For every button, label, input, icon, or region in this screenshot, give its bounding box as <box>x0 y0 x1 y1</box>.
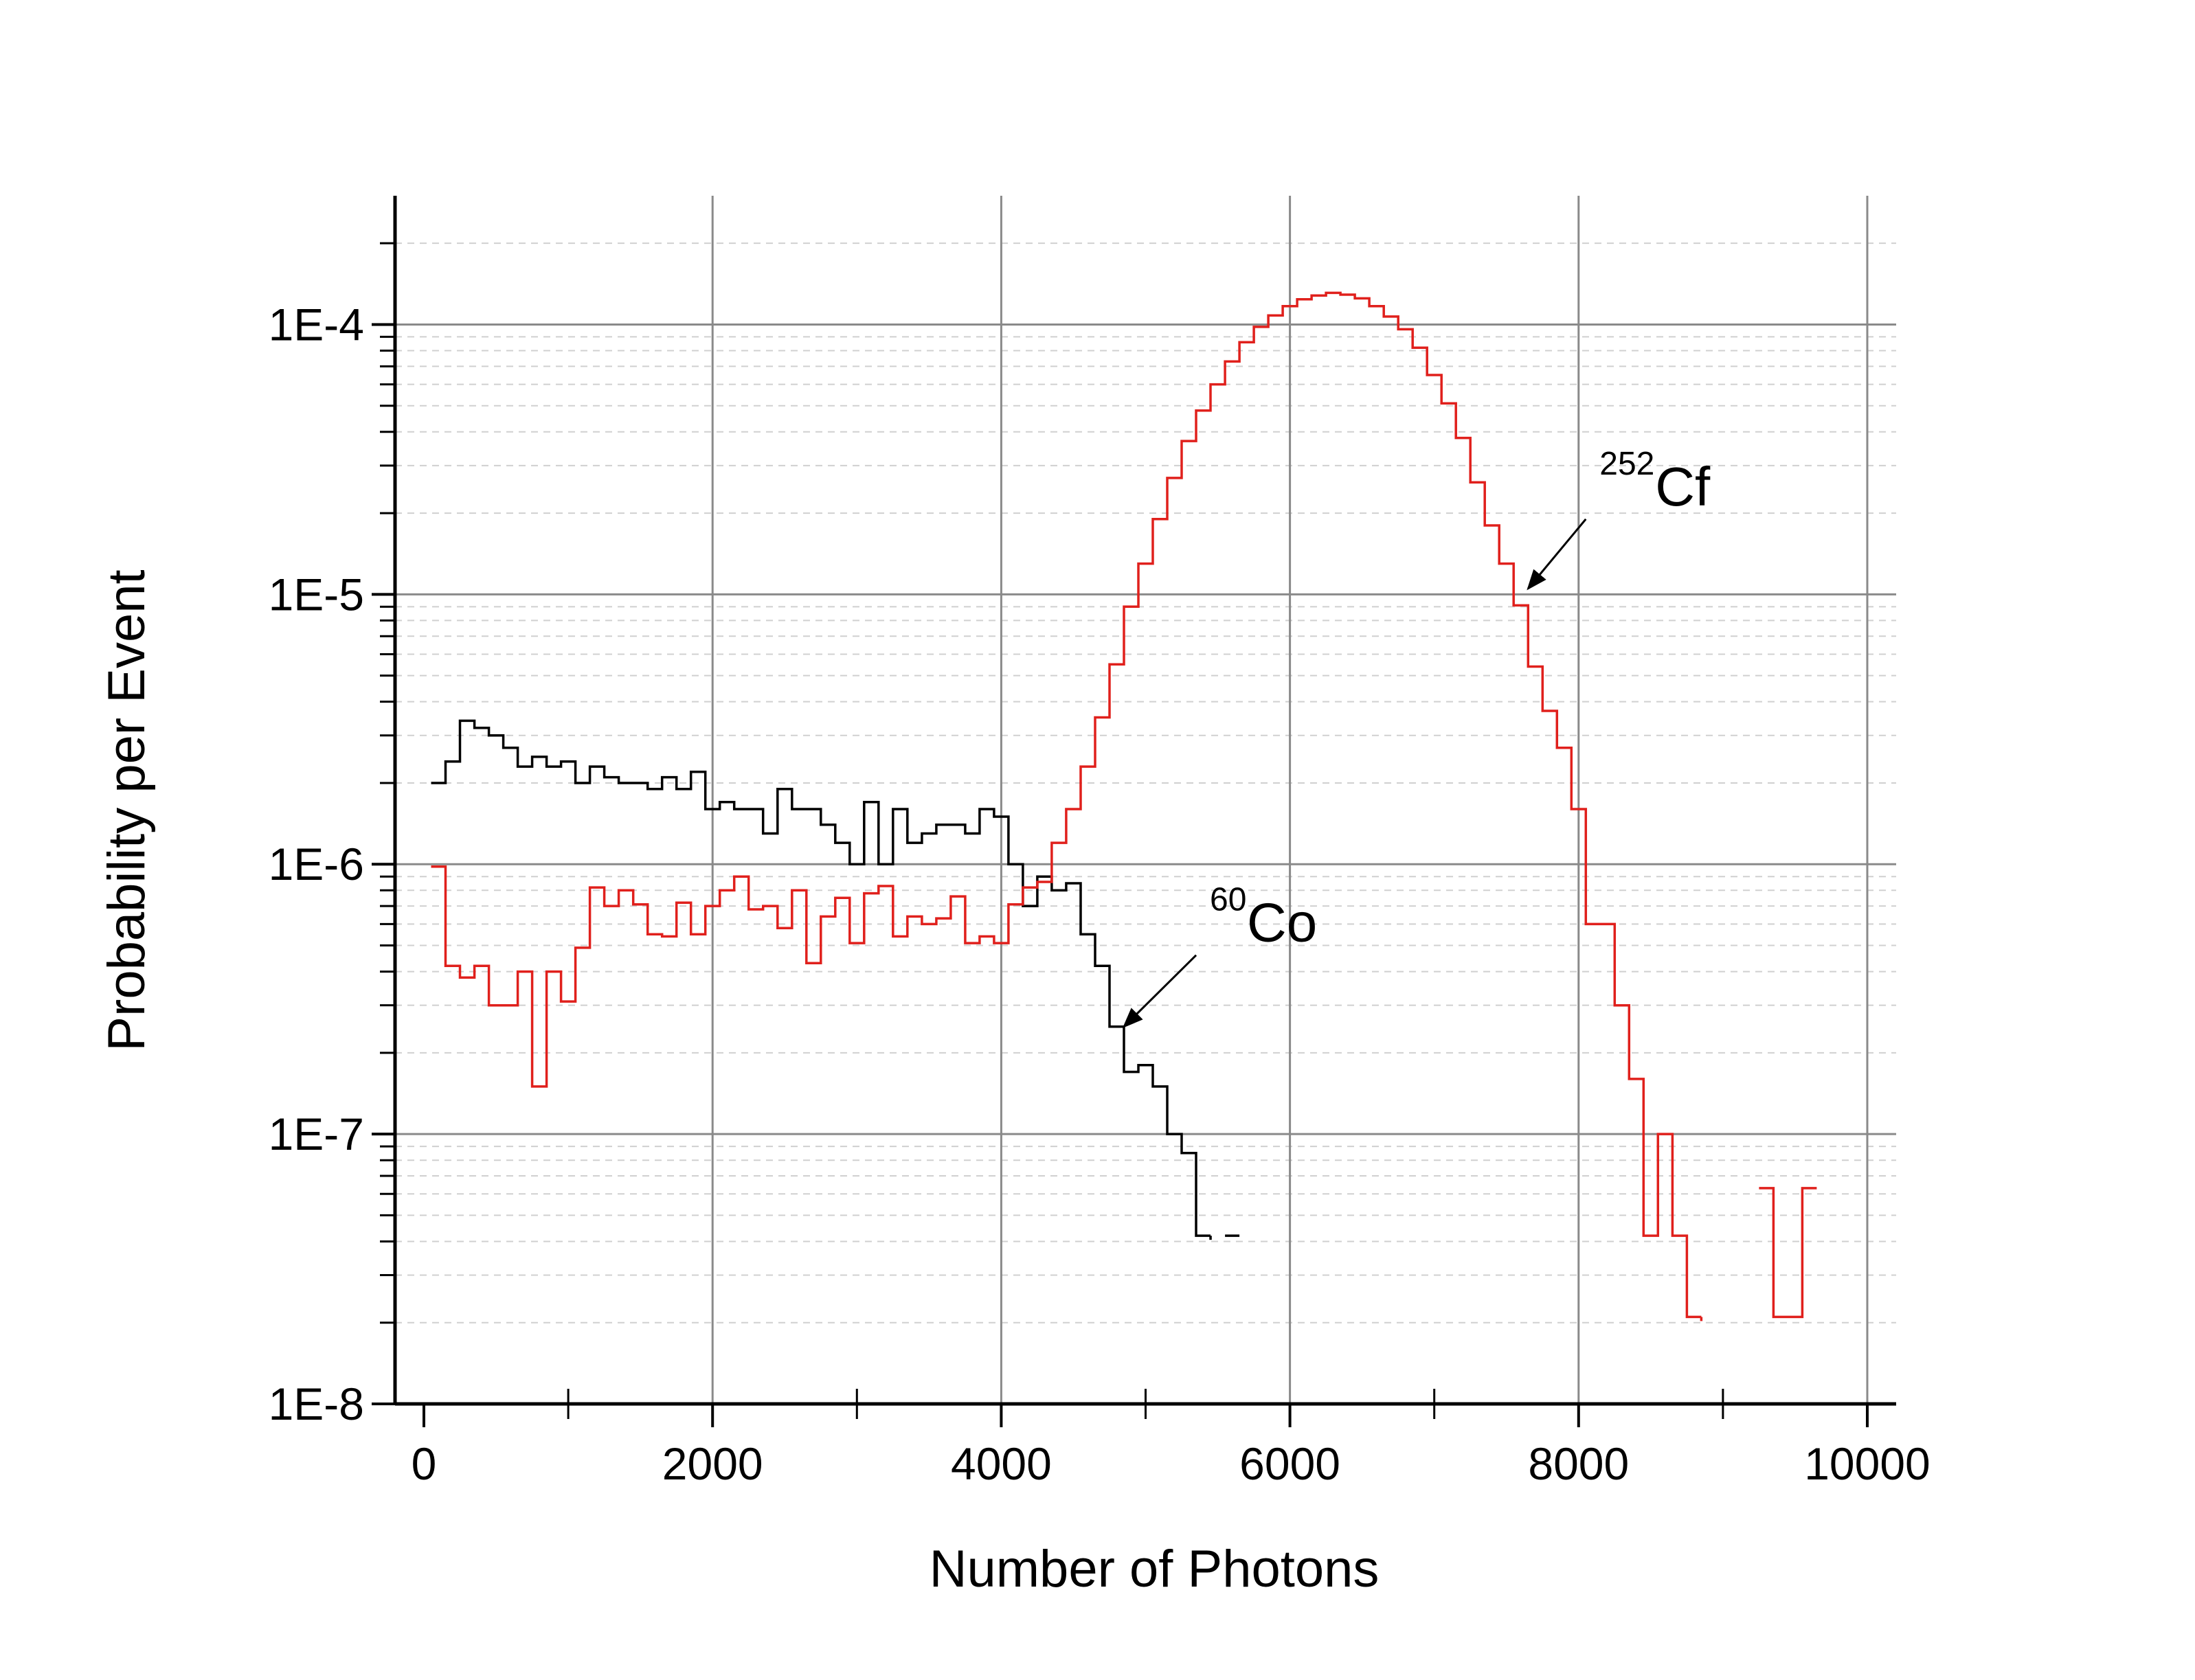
annotation-superscript: 252 <box>1599 446 1654 482</box>
x-tick-label: 4000 <box>951 1438 1052 1489</box>
y-tick-label: 1E-4 <box>269 299 364 350</box>
y-tick-label: 1E-8 <box>269 1378 364 1429</box>
annotation-arrow <box>1527 518 1587 591</box>
series-layer <box>431 291 1817 1321</box>
x-tick-label: 0 <box>412 1438 437 1489</box>
x-axis-title: Number of Photons <box>930 1540 1380 1598</box>
y-tick-label: 1E-5 <box>269 569 364 620</box>
annotation-label: Cf <box>1655 456 1711 517</box>
x-tick-label: 6000 <box>1239 1438 1340 1489</box>
annotations: 252 Cf 60 Co <box>1122 446 1711 1028</box>
x-tick-label: 8000 <box>1528 1438 1629 1489</box>
y-axis-title: Probability per Event <box>98 569 156 1051</box>
ticks: 1E-8 1E-7 1E-6 1E-5 1E-4 0 2000 4000 6000 8000 100… <box>269 242 1931 1489</box>
y-tick-label: 1E-7 <box>269 1109 364 1159</box>
x-tick-label: 2000 <box>662 1438 763 1489</box>
annotation-arrow <box>1122 954 1197 1028</box>
annotation-label: Co <box>1247 892 1317 953</box>
series-1-line <box>431 291 1702 1319</box>
x-tick-label: 10000 <box>1804 1438 1931 1489</box>
annotation-superscript: 60 <box>1210 882 1246 918</box>
series-0-line <box>431 719 1211 1237</box>
series-1-line <box>1759 1187 1817 1319</box>
major-grid <box>395 196 1896 1405</box>
y-tick-label: 1E-6 <box>269 839 364 889</box>
